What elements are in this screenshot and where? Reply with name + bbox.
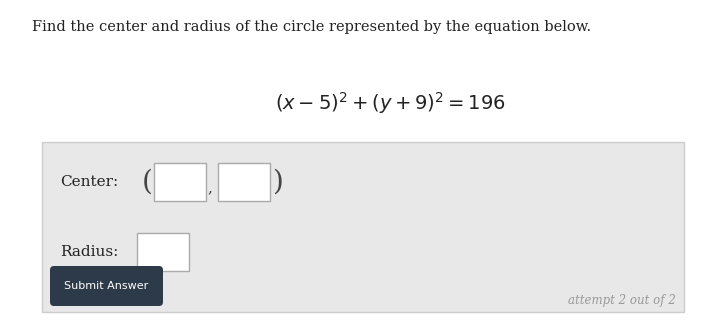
Bar: [137, 233, 189, 271]
Text: Find the center and radius of the circle represented by the equation below.: Find the center and radius of the circle…: [32, 20, 591, 34]
Text: $(x - 5)^2 + (y + 9)^2 = 196$: $(x - 5)^2 + (y + 9)^2 = 196$: [275, 90, 506, 116]
Text: (: (: [142, 168, 153, 196]
Text: Radius:: Radius:: [60, 245, 119, 259]
Text: Submit Answer: Submit Answer: [64, 281, 148, 291]
Text: ): ): [272, 168, 282, 196]
FancyBboxPatch shape: [42, 142, 684, 312]
Text: ,: ,: [208, 181, 212, 195]
Bar: [218, 163, 270, 201]
Text: Center:: Center:: [60, 175, 118, 189]
FancyBboxPatch shape: [50, 266, 163, 306]
Bar: [154, 163, 206, 201]
Text: attempt 2 out of 2: attempt 2 out of 2: [568, 294, 676, 307]
